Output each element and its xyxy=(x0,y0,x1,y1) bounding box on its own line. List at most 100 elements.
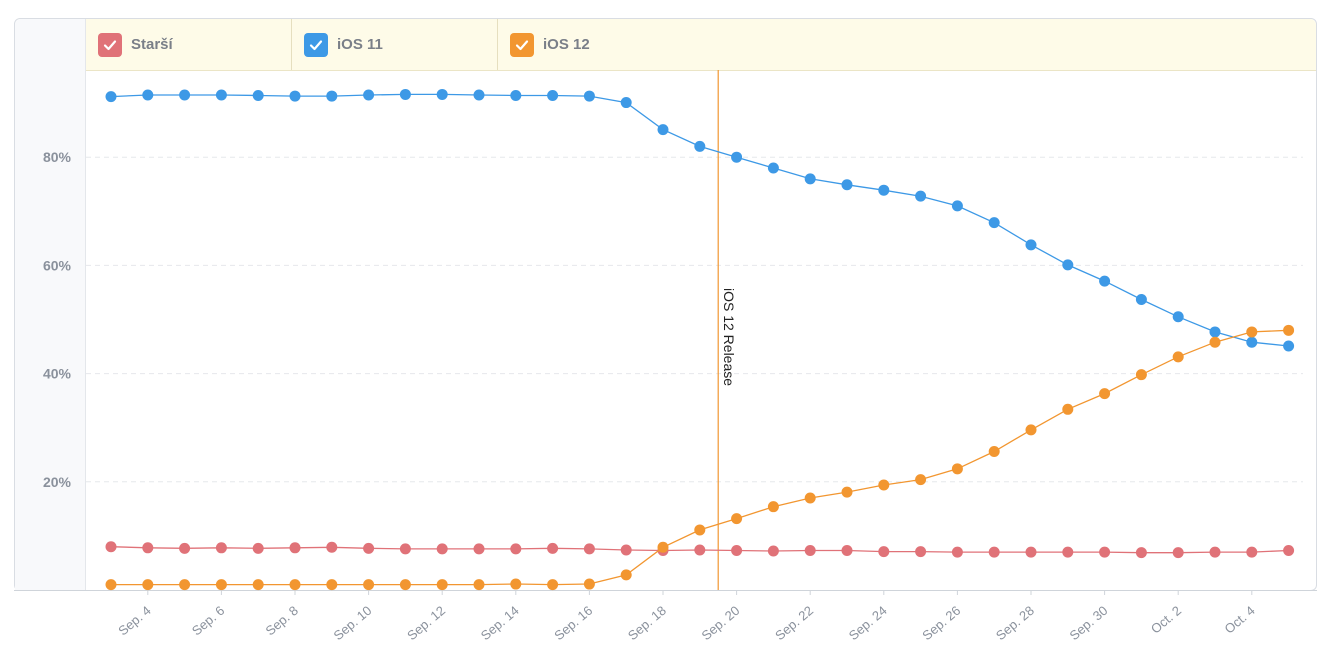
data-point xyxy=(399,88,411,100)
data-point xyxy=(510,578,522,590)
data-point xyxy=(988,217,1000,229)
legend-label: iOS 12 xyxy=(543,36,590,53)
y-tick-label: 80% xyxy=(43,149,72,165)
data-point xyxy=(1025,424,1037,436)
data-point xyxy=(363,542,375,554)
data-point xyxy=(1135,547,1147,559)
data-point xyxy=(1283,340,1295,352)
data-point xyxy=(583,578,595,590)
data-point xyxy=(142,579,154,591)
data-point xyxy=(1099,546,1111,558)
data-point xyxy=(473,543,485,555)
data-point xyxy=(988,546,1000,558)
data-point xyxy=(620,544,632,556)
legend-item-ios-12[interactable]: iOS 12 xyxy=(498,19,1316,70)
data-point xyxy=(1099,388,1111,400)
checkbox-checked-icon[interactable] xyxy=(98,32,122,57)
x-tick-label: Sep. 12 xyxy=(404,603,448,643)
x-tick-label: Sep. 14 xyxy=(478,603,522,643)
data-point xyxy=(289,90,301,102)
data-point xyxy=(951,463,963,475)
x-tick-label: Sep. 10 xyxy=(331,603,375,643)
data-point xyxy=(105,579,117,591)
legend-item-ios-11[interactable]: iOS 11 xyxy=(292,19,498,70)
data-point xyxy=(731,545,743,557)
data-point xyxy=(1172,351,1184,363)
checkbox-checked-icon[interactable] xyxy=(510,32,534,57)
data-point xyxy=(436,88,448,100)
data-point xyxy=(399,579,411,591)
data-point xyxy=(657,541,669,553)
data-point xyxy=(510,90,522,102)
data-point xyxy=(547,579,559,591)
series-line xyxy=(110,93,1289,347)
data-point xyxy=(583,543,595,555)
data-point xyxy=(804,545,816,557)
x-tick-label: Sep. 8 xyxy=(262,603,300,639)
data-point xyxy=(1209,546,1221,558)
data-point xyxy=(694,140,706,152)
data-point xyxy=(326,541,338,553)
x-tick-label: Sep. 28 xyxy=(993,603,1037,643)
data-point xyxy=(915,190,927,202)
data-point xyxy=(215,89,227,101)
data-point xyxy=(326,579,338,591)
data-point xyxy=(657,124,669,136)
data-point xyxy=(436,543,448,555)
x-tick-label: Sep. 16 xyxy=(551,603,595,643)
data-point xyxy=(1135,293,1147,305)
data-point xyxy=(878,546,890,558)
data-point xyxy=(473,579,485,591)
data-point xyxy=(215,542,227,554)
data-point xyxy=(1062,403,1074,415)
x-tick-label: Sep. 26 xyxy=(919,603,963,643)
data-point xyxy=(841,545,853,557)
y-tick-label: 20% xyxy=(43,474,72,490)
data-point xyxy=(363,579,375,591)
data-point xyxy=(1283,545,1295,557)
data-point xyxy=(583,90,595,102)
data-point xyxy=(915,546,927,558)
data-point xyxy=(363,89,375,101)
x-tick-label: Sep. 4 xyxy=(115,603,153,639)
data-point xyxy=(1062,259,1074,271)
data-point xyxy=(142,89,154,101)
data-point xyxy=(1209,336,1221,348)
x-tick-label: Oct. 2 xyxy=(1148,603,1184,637)
data-point xyxy=(252,90,264,102)
data-point xyxy=(1099,275,1111,287)
data-point xyxy=(142,542,154,554)
data-point xyxy=(841,486,853,498)
data-point xyxy=(326,90,338,102)
data-point xyxy=(694,524,706,536)
data-point xyxy=(289,542,301,554)
x-tick-label: Sep. 24 xyxy=(846,603,890,643)
data-point xyxy=(179,579,191,591)
data-point xyxy=(767,162,779,174)
data-point xyxy=(547,90,559,102)
data-point xyxy=(731,151,743,163)
y-tick-label: 60% xyxy=(43,257,72,273)
x-tick-label: Sep. 20 xyxy=(699,603,743,643)
data-point xyxy=(1062,546,1074,558)
data-point xyxy=(878,479,890,491)
legend-label: iOS 11 xyxy=(337,36,383,53)
data-point xyxy=(252,579,264,591)
data-point xyxy=(179,542,191,554)
data-point xyxy=(1246,546,1258,558)
x-tick-label: Sep. 6 xyxy=(189,603,227,639)
legend: Starší iOS 11 iOS 12 xyxy=(86,19,1316,71)
data-point xyxy=(731,513,743,525)
y-tick-label: 40% xyxy=(43,366,72,382)
x-tick-label: Sep. 18 xyxy=(625,603,669,643)
data-point xyxy=(767,501,779,513)
checkbox-checked-icon[interactable] xyxy=(304,32,328,57)
data-point xyxy=(1025,546,1037,558)
legend-item-starsi[interactable]: Starší xyxy=(86,19,292,70)
release-annotation: iOS 12 Release xyxy=(721,288,737,386)
data-point xyxy=(179,89,191,101)
data-point xyxy=(841,179,853,191)
data-point xyxy=(915,474,927,486)
data-point xyxy=(399,543,411,555)
